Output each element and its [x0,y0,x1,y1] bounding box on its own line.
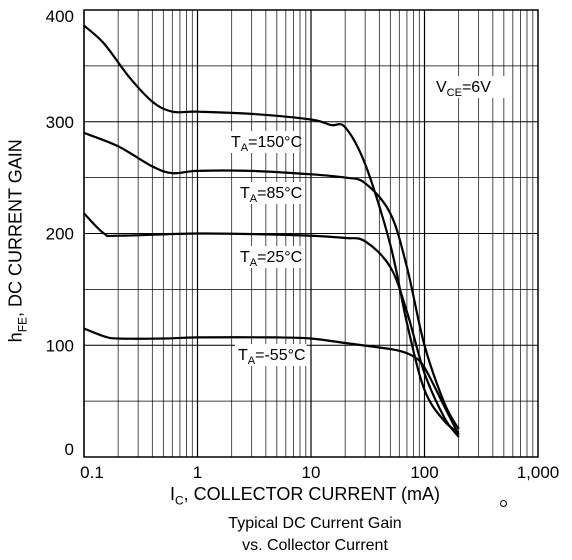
small-circle-mark [500,500,507,507]
series-label-background [237,246,301,268]
y-tick-label: 100 [46,336,74,355]
x-tick-label: 1 [193,463,202,482]
series-line-150c [83,24,460,434]
y-tick-label: 0 [65,440,74,459]
x-tick-label: 10 [302,463,321,482]
series-lines [83,24,460,438]
series-label: TA=25°C [240,249,302,269]
series-label-background [228,131,300,153]
series-label-background [235,344,307,366]
series-line-85c [83,131,460,430]
series-line-neg55c [83,327,460,436]
series-label: TA=85°C [240,185,302,205]
x-tick-label: 100 [410,463,438,482]
y-tick-label: 200 [46,225,74,244]
condition-label-background [433,76,507,98]
x-tick-label: 1,000 [517,463,560,482]
y-tick-label: 300 [46,113,74,132]
annotations: TA=150°C TA=85°C TA=25°C TA=-55°C VCE=6V [228,76,507,367]
series-label: TA=150°C [231,134,302,154]
x-axis-title: IC, COLLECTOR CURRENT (mA) [169,484,441,508]
plot-frame [83,9,539,458]
series-label-background [237,182,301,204]
series-label: TA=-55°C [238,347,306,367]
tick-labels: 0.1 1 10 100 1,000 0 100 200 300 400 [46,7,560,482]
chart-title: Typical DC Current Gain [228,515,402,532]
condition-label: VCE=6V [436,79,491,99]
y-tick-label: 400 [46,7,74,26]
x-tick-label: 0.1 [80,463,104,482]
series-line-25c [83,212,460,438]
y-axis-title: hFE, DC CURRENT GAIN [6,139,30,343]
chart-subtitle: vs. Collector Current [242,537,388,554]
